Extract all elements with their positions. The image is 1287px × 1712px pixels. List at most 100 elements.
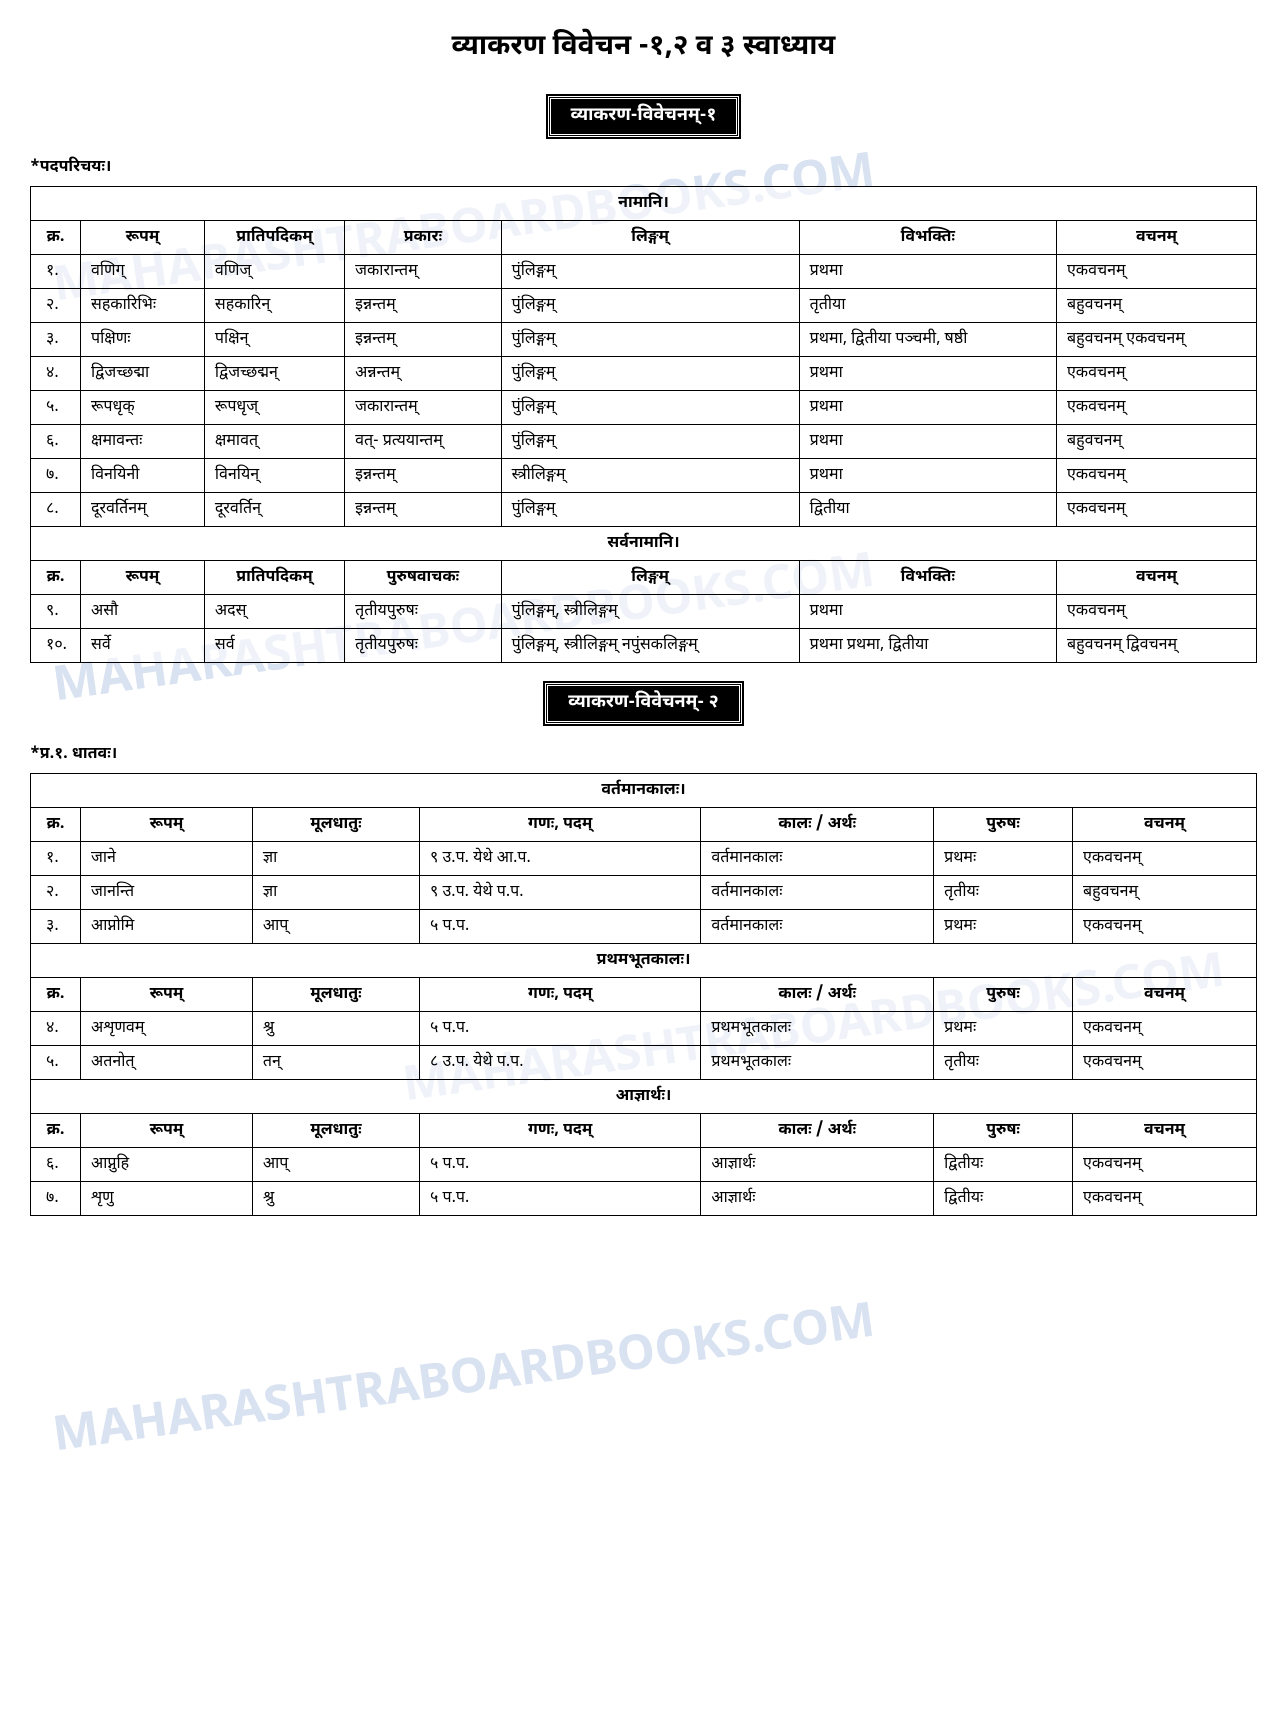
table-cell: एकवचनम् <box>1072 1148 1256 1182</box>
section-1-label: व्याकरण-विवेचनम्-१ <box>548 96 740 137</box>
table-cell: प्रथमा <box>799 255 1056 289</box>
table-cell: आज्ञार्थः <box>701 1182 934 1216</box>
table-cell: बहुवचनम् <box>1056 289 1256 323</box>
table-cell: प्रथमः <box>934 1012 1073 1046</box>
col-header: वचनम् <box>1056 221 1256 255</box>
table-cell: रूपधृज् <box>204 391 344 425</box>
table-row: ३.आप्नोमिआप्५ प.प.वर्तमानकालःप्रथमःएकवचन… <box>31 910 1257 944</box>
col-header: कालः / अर्थः <box>701 1114 934 1148</box>
table-header-row: क्र. रूपम् मूलधातुः गणः, पदम् कालः / अर्… <box>31 808 1257 842</box>
table-cell: वर्तमानकालः <box>701 842 934 876</box>
table-cell: ५ प.प. <box>420 910 701 944</box>
table-cell: रूपधृक् <box>81 391 205 425</box>
table-cell: ज्ञा <box>252 842 419 876</box>
table-row: १०.सर्वेसर्वतृतीयपुरुषःपुंलिङ्गम्, स्त्र… <box>31 629 1257 663</box>
table-cell: द्वितीयः <box>934 1182 1073 1216</box>
table-cell: अन्नन्तम् <box>345 357 501 391</box>
table-cell: जाने <box>81 842 253 876</box>
table-row: ३.पक्षिणःपक्षिन्इन्नन्तम्पुंलिङ्गम्प्रथम… <box>31 323 1257 357</box>
table-cell: एकवचनम् <box>1056 459 1256 493</box>
page-title: व्याकरण विवेचन -१,२ व ३ स्वाध्याय <box>30 30 1257 66</box>
table-cell: एकवचनम् <box>1056 391 1256 425</box>
table-row: ४.द्विजच्छद्माद्विजच्छद्मन्अन्नन्तम्पुंल… <box>31 357 1257 391</box>
table-cell: प्रथमा, द्वितीया पञ्चमी, षष्ठी <box>799 323 1056 357</box>
col-header: क्र. <box>31 978 81 1012</box>
table-cell: एकवचनम् <box>1056 595 1256 629</box>
col-header: पुरुषः <box>934 978 1073 1012</box>
table-title: सर्वनामानि। <box>31 527 1257 561</box>
table-cell: ५ प.प. <box>420 1148 701 1182</box>
table-cell: पुंलिङ्गम् <box>501 425 799 459</box>
table-cell: प्रथमा <box>799 357 1056 391</box>
table-cell: ३. <box>31 323 81 357</box>
table-cell: द्विजच्छद्मन् <box>204 357 344 391</box>
table-cell: ४. <box>31 357 81 391</box>
col-header: क्र. <box>31 1114 81 1148</box>
table-cell: आप् <box>252 1148 419 1182</box>
table-cell: श्रु <box>252 1182 419 1216</box>
col-header: मूलधातुः <box>252 808 419 842</box>
table-row: १.जानेज्ञा९ उ.प. येथे आ.प.वर्तमानकालःप्र… <box>31 842 1257 876</box>
table-cell: विनयिनी <box>81 459 205 493</box>
col-header: गणः, पदम् <box>420 1114 701 1148</box>
table-cell: स्त्रीलिङ्गम् <box>501 459 799 493</box>
table-cell: ९ उ.प. येथे प.प. <box>420 876 701 910</box>
col-header: कालः / अर्थः <box>701 978 934 1012</box>
table-title: प्रथमभूतकालः। <box>31 944 1257 978</box>
table-cell: प्रथमभूतकालः <box>701 1012 934 1046</box>
table-cell: ९. <box>31 595 81 629</box>
table-cell: ज्ञा <box>252 876 419 910</box>
table-header-row: क्र. रूपम् प्रातिपदिकम् पुरुषवाचकः लिङ्ग… <box>31 561 1257 595</box>
section-2-label: व्याकरण-विवेचनम्- २ <box>545 683 742 724</box>
col-header: विभक्तिः <box>799 561 1056 595</box>
table-title: वर्तमानकालः। <box>31 774 1257 808</box>
col-header: वचनम् <box>1056 561 1256 595</box>
col-header: मूलधातुः <box>252 978 419 1012</box>
col-header: मूलधातुः <box>252 1114 419 1148</box>
table-cell: पुंलिङ्गम् <box>501 255 799 289</box>
col-header: क्र. <box>31 808 81 842</box>
table-cell: तृतीया <box>799 289 1056 323</box>
table-cell: शृणु <box>81 1182 253 1216</box>
table-cell: एकवचनम् <box>1072 910 1256 944</box>
table-cell: असौ <box>81 595 205 629</box>
table-cell: पुंलिङ्गम् <box>501 357 799 391</box>
table-dhatavah: वर्तमानकालः। क्र. रूपम् मूलधातुः गणः, पद… <box>30 773 1257 1216</box>
table-cell: प्रथमः <box>934 842 1073 876</box>
table-cell: सर्वे <box>81 629 205 663</box>
table-cell: १. <box>31 255 81 289</box>
col-header: वचनम् <box>1072 1114 1256 1148</box>
table-cell: श्रु <box>252 1012 419 1046</box>
table-cell: एकवचनम् <box>1056 255 1256 289</box>
table-cell: पुंलिङ्गम्, स्त्रीलिङ्गम् नपुंसकलिङ्गम् <box>501 629 799 663</box>
table-cell: वत्- प्रत्ययान्तम् <box>345 425 501 459</box>
table-cell: बहुवचनम् एकवचनम् <box>1056 323 1256 357</box>
table-cell: एकवचनम् <box>1056 357 1256 391</box>
table-cell: बहुवचनम् <box>1056 425 1256 459</box>
table-cell: अशृणवम् <box>81 1012 253 1046</box>
table-row: २.सहकारिभिःसहकारिन्इन्नन्तम्पुंलिङ्गम्तृ… <box>31 289 1257 323</box>
table-header-row: क्र. रूपम् मूलधातुः गणः, पदम् कालः / अर्… <box>31 1114 1257 1148</box>
table-row: ८.दूरवर्तिनम्दूरवर्तिन्इन्नन्तम्पुंलिङ्ग… <box>31 493 1257 527</box>
table-row: २.जानन्तिज्ञा९ उ.प. येथे प.प.वर्तमानकालः… <box>31 876 1257 910</box>
table-cell: अतनोत् <box>81 1046 253 1080</box>
table-cell: प्रथमा <box>799 595 1056 629</box>
table-cell: प्रथमः <box>934 910 1073 944</box>
table-cell: ५. <box>31 1046 81 1080</box>
table-cell: एकवचनम् <box>1072 1046 1256 1080</box>
table-cell: ५. <box>31 391 81 425</box>
table-cell: तन् <box>252 1046 419 1080</box>
table-cell: क्षमावत् <box>204 425 344 459</box>
table-cell: वणिज् <box>204 255 344 289</box>
table-cell: प्रथमा <box>799 459 1056 493</box>
table-cell: प्रथमा <box>799 425 1056 459</box>
table-cell: विनयिन् <box>204 459 344 493</box>
col-header: पुरुषः <box>934 1114 1073 1148</box>
table-cell: बहुवचनम् द्विवचनम् <box>1056 629 1256 663</box>
col-header: गणः, पदम् <box>420 808 701 842</box>
table-cell: द्विजच्छद्मा <box>81 357 205 391</box>
table-title: आज्ञार्थः। <box>31 1080 1257 1114</box>
col-header: प्रातिपदिकम् <box>204 221 344 255</box>
table-cell: पुंलिङ्गम्, स्त्रीलिङ्गम् <box>501 595 799 629</box>
table-header-row: क्र. रूपम् प्रातिपदिकम् प्रकारः लिङ्गम् … <box>31 221 1257 255</box>
